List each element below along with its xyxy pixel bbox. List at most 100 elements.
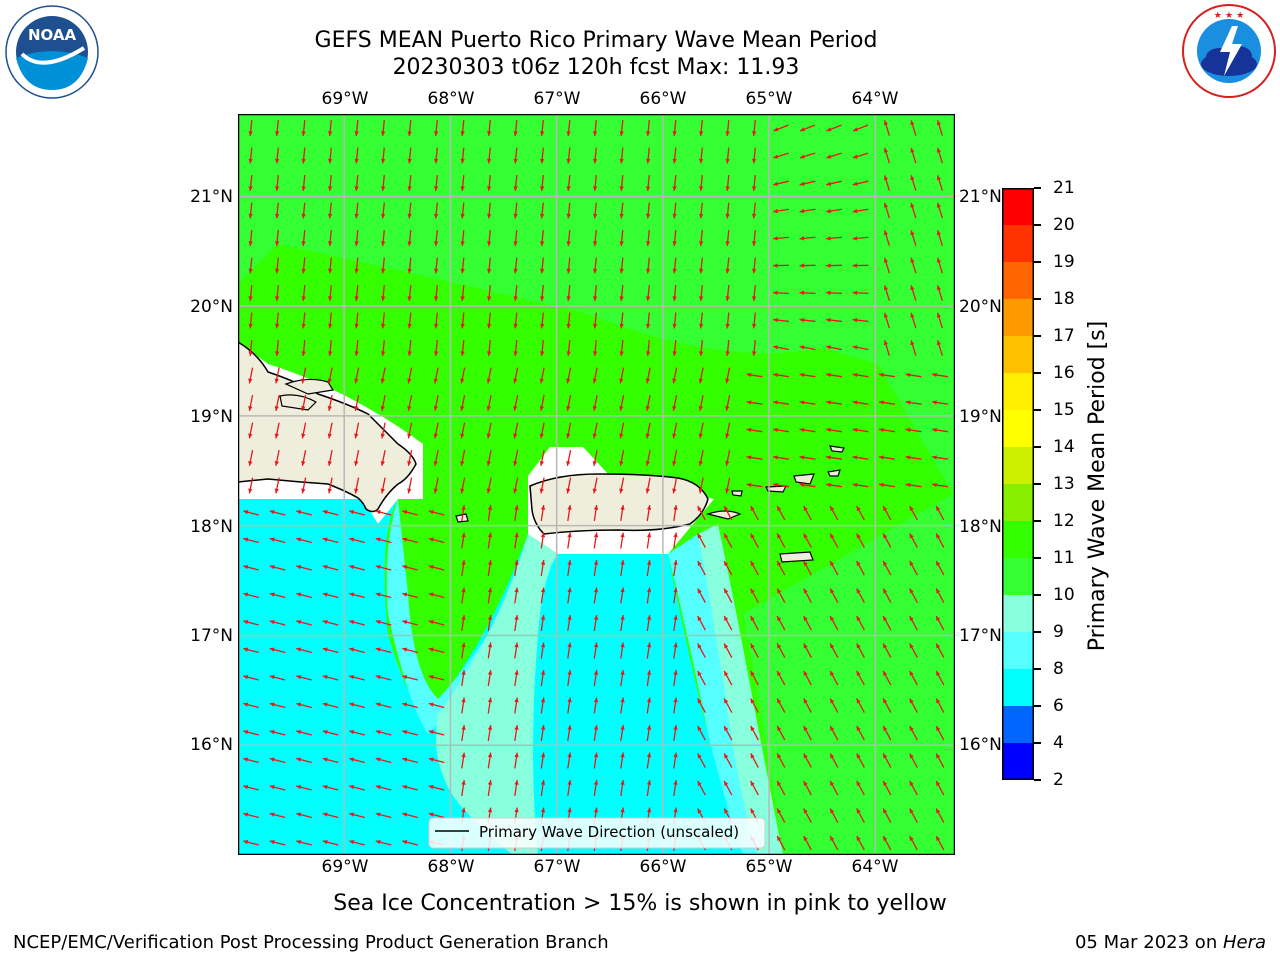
wave-arrow [380,422,386,439]
wave-arrow [428,730,445,736]
wave-arrow [829,560,839,576]
wave-arrow [882,670,892,686]
wave-arrow [322,647,339,654]
period-band-9-10-east [698,524,783,855]
wave-arrow [428,647,445,654]
wave-arrow [592,422,598,439]
wave-arrow [243,730,259,736]
wave-arrow [327,367,333,384]
wave-arrow [461,614,466,632]
wave-arrow [327,395,333,411]
lon-label-bottom: 66°W [639,857,687,877]
wave-arrow [852,455,869,460]
period-band-10-11-north [238,114,955,384]
colorbar-segment [1002,447,1034,485]
wave-arrow [354,284,359,302]
wave-arrow [909,615,918,631]
wave-arrow [725,477,731,494]
wave-arrow [433,257,439,274]
wave-arrow [380,312,386,329]
colorbar-tick-label: 8 [1053,659,1064,679]
colorbar [1002,188,1034,781]
wave-arrow [698,119,704,137]
wave-arrow [878,427,896,433]
wave-arrow [799,345,816,351]
wave-arrow [672,174,677,192]
wave-arrow [539,312,545,329]
wave-arrow [931,482,949,488]
wave-arrow [772,455,790,460]
wave-arrow [296,565,312,571]
wave-arrow [698,477,704,494]
wave-arrow [672,284,677,302]
lat-label-right: 21°N [959,187,1002,207]
wave-arrow [772,427,790,433]
wave-arrow [856,560,865,576]
wave-arrow [269,647,286,654]
colorbar-segment [1002,299,1034,337]
wave-arrow [487,504,493,522]
wave-arrow [697,560,706,576]
wave-arrow [852,372,869,378]
wave-arrow [856,588,865,603]
wave-arrow [673,642,678,659]
colorbar-segment [1002,262,1034,300]
colorbar-tick-label: 14 [1053,437,1075,457]
wave-arrow [883,202,890,219]
wave-arrow [799,208,816,214]
wave-arrow [428,537,445,544]
colorbar-segment [1002,669,1034,707]
wave-arrow [354,229,359,247]
wave-arrow [269,592,286,599]
wave-arrow [910,340,917,356]
wave-arrow [461,779,466,797]
wave-arrow [461,559,466,577]
wave-arrow [746,455,763,460]
colorbar-tick-label: 6 [1053,696,1064,716]
wave-arrow [513,284,518,302]
wave-arrow [566,119,571,137]
colorbar-tick-label: 4 [1053,733,1064,753]
colorbar-tick-mark [1034,779,1041,781]
wave-arrow [566,395,572,411]
lat-label-left: 16°N [190,735,233,755]
wave-arrow [883,175,890,191]
footer-date: 05 Mar 2023 on Hera [1075,932,1266,954]
wave-arrow [935,698,945,713]
wave-arrow [514,669,519,687]
wave-arrow [322,675,339,681]
wave-arrow [619,119,624,137]
wave-arrow [619,147,624,164]
wave-arrow [402,592,418,599]
wave-arrow [327,257,333,274]
wave-arrow [248,257,253,274]
wave-arrow [460,422,466,439]
wave-arrow [673,724,678,742]
colorbar-tick-label: 17 [1053,326,1075,346]
wave-arrow [592,367,598,384]
wave-arrow [645,422,651,439]
wave-arrow [539,284,545,302]
wave-arrow [882,808,892,823]
colorbar-segment [1002,484,1034,522]
wave-arrow [673,587,678,604]
wave-arrow [803,643,812,658]
wave-arrow [248,395,254,411]
wave-arrow [402,565,418,571]
wave-arrow [883,230,890,246]
wave-arrow [645,395,651,411]
wave-arrow [402,840,418,846]
wave-arrow [375,840,392,846]
wave-arrow [486,284,492,302]
lon-label-top: 69°W [321,89,369,109]
wave-arrow [322,510,339,516]
wave-arrow [751,174,757,192]
colorbar-tick-mark [1034,520,1041,522]
wave-arrow [461,752,466,769]
wave-arrow [723,643,733,658]
wave-arrow [723,670,733,686]
wave-arrow [750,670,759,686]
wave-arrow [619,450,625,466]
wave-arrow [487,587,493,604]
wave-arrow [776,835,786,851]
